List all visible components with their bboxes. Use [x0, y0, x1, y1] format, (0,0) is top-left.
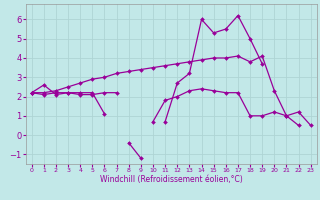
- X-axis label: Windchill (Refroidissement éolien,°C): Windchill (Refroidissement éolien,°C): [100, 175, 243, 184]
